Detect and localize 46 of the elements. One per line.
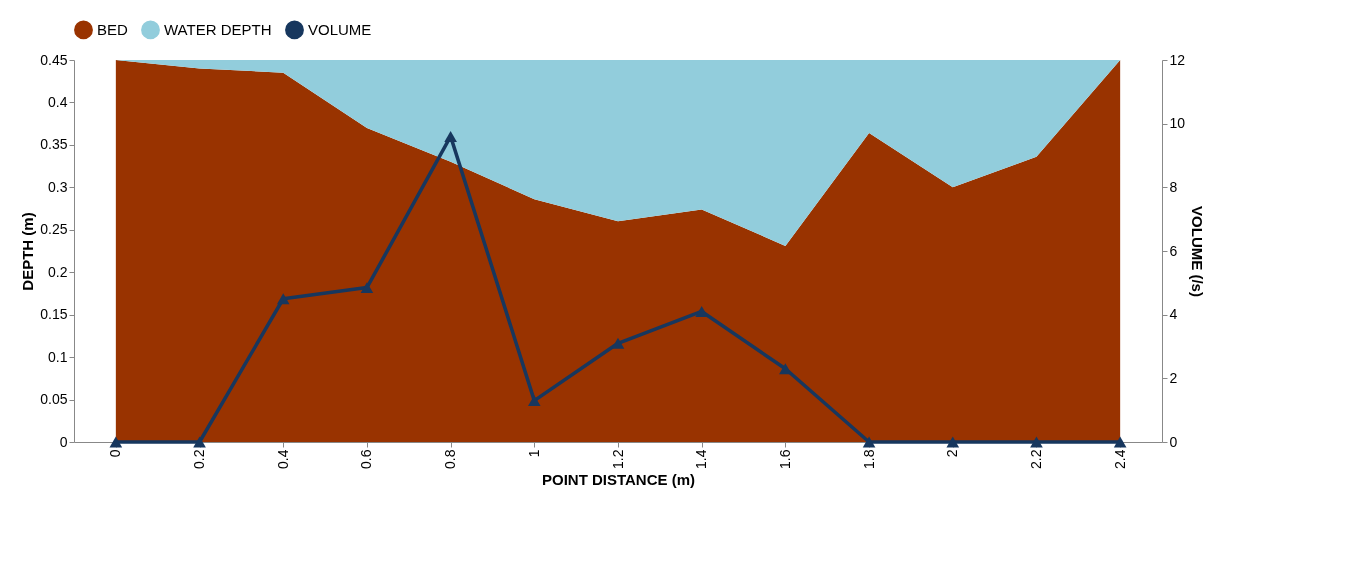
x-tick-label: 1.2 <box>609 449 626 469</box>
point <box>109 436 123 448</box>
y-tick-label: 0.15 <box>40 306 68 323</box>
legend-label: BED <box>97 20 129 38</box>
y-tick-label: 0.1 <box>48 348 68 365</box>
y-tick-label: 0.3 <box>48 178 68 195</box>
point <box>193 436 206 448</box>
y-tick-label: 0.05 <box>40 391 68 408</box>
legend-label: WATER DEPTH <box>164 20 272 38</box>
y-tick-label: 0.4 <box>48 93 68 110</box>
y-tick-label: 0.2 <box>48 263 68 280</box>
x-tick-label: 1.8 <box>860 449 877 469</box>
y-tick-label: 0.35 <box>40 136 68 153</box>
point <box>946 436 960 448</box>
y-axis-title: DEPTH (m) <box>19 212 37 291</box>
point <box>611 337 625 349</box>
x-tick-label: 1 <box>525 449 542 458</box>
x-tick-label: 2.2 <box>1027 449 1044 469</box>
point <box>527 395 541 407</box>
y2-tick-label: 4 <box>1169 306 1178 323</box>
y2-axis-title: VOLUME (/s) <box>1189 206 1207 297</box>
y2-tick-label: 2 <box>1169 369 1178 386</box>
x-tick-label: 0 <box>107 449 124 458</box>
x-tick-label: 2 <box>944 449 961 458</box>
x-tick-label: 1.4 <box>693 449 710 469</box>
point <box>695 306 709 317</box>
y2-tick-label: 10 <box>1169 115 1186 132</box>
x-axis-title: POINT DISTANCE (m) <box>541 470 696 488</box>
point <box>276 293 290 305</box>
x-tick-label: 0.6 <box>358 449 375 469</box>
x-tick-label: 2.4 <box>1111 449 1128 469</box>
point <box>360 282 374 294</box>
y2-tick-label: 8 <box>1169 178 1178 195</box>
y2-tick-label: 12 <box>1169 51 1186 68</box>
point <box>1030 436 1043 448</box>
y-tick-label: 0.25 <box>40 221 68 238</box>
y2-tick-label: 6 <box>1169 242 1178 259</box>
legend-label: VOLUME <box>308 20 372 38</box>
y-tick-label: 0.45 <box>40 51 68 68</box>
point <box>1113 436 1127 448</box>
x-tick-label: 0.8 <box>442 449 459 469</box>
x-tick-label: 1.6 <box>776 449 793 469</box>
x-tick-label: 0.2 <box>191 449 208 469</box>
point <box>862 436 876 448</box>
x-tick-label: 0.4 <box>274 449 291 469</box>
point <box>444 130 457 142</box>
